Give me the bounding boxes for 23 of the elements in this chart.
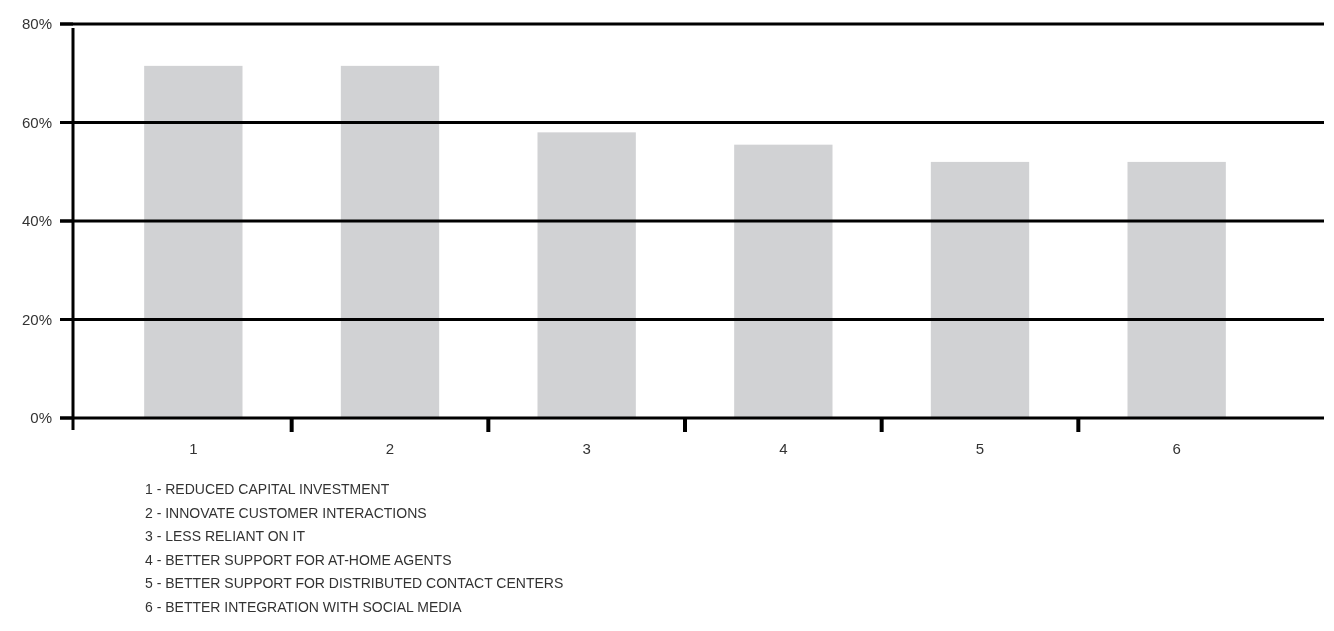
text: 5 - BETTER SUPPORT FOR DISTRIBUTED CONTACT CENTERS xyxy=(145,575,564,591)
bar xyxy=(734,144,833,418)
x-tick-label: 3 xyxy=(582,440,591,457)
x-tick-label: 4 xyxy=(779,440,788,457)
text: 6 - BETTER INTEGRATION WITH SOCIAL MEDIA xyxy=(145,598,463,615)
x-tick-label: 6 xyxy=(1172,440,1181,457)
y-tick-label: 20% xyxy=(21,310,52,328)
x-tick-label: 5 xyxy=(975,440,985,457)
x-tick-label: 1 xyxy=(189,440,198,457)
y-tick-label: 40% xyxy=(21,212,52,230)
bar xyxy=(144,65,243,418)
text: 4 - BETTER SUPPORT FOR AT-HOME AGENTS xyxy=(145,551,452,568)
bar xyxy=(340,65,440,418)
y-tick-label: 0% xyxy=(30,409,52,427)
y-tick-label: 80% xyxy=(21,15,52,33)
x-tick-label: 2 xyxy=(385,440,395,457)
text: 1 - REDUCED CAPITAL INVESTMENT xyxy=(145,481,390,497)
text: 3 - LESS RELIANT ON IT xyxy=(145,528,306,544)
bar xyxy=(1127,161,1226,418)
y-tick-label: 60% xyxy=(21,113,52,131)
text: 2 - INNOVATE CUSTOMER INTERACTIONS xyxy=(145,504,427,521)
bar xyxy=(930,161,1030,418)
bar xyxy=(537,132,636,418)
